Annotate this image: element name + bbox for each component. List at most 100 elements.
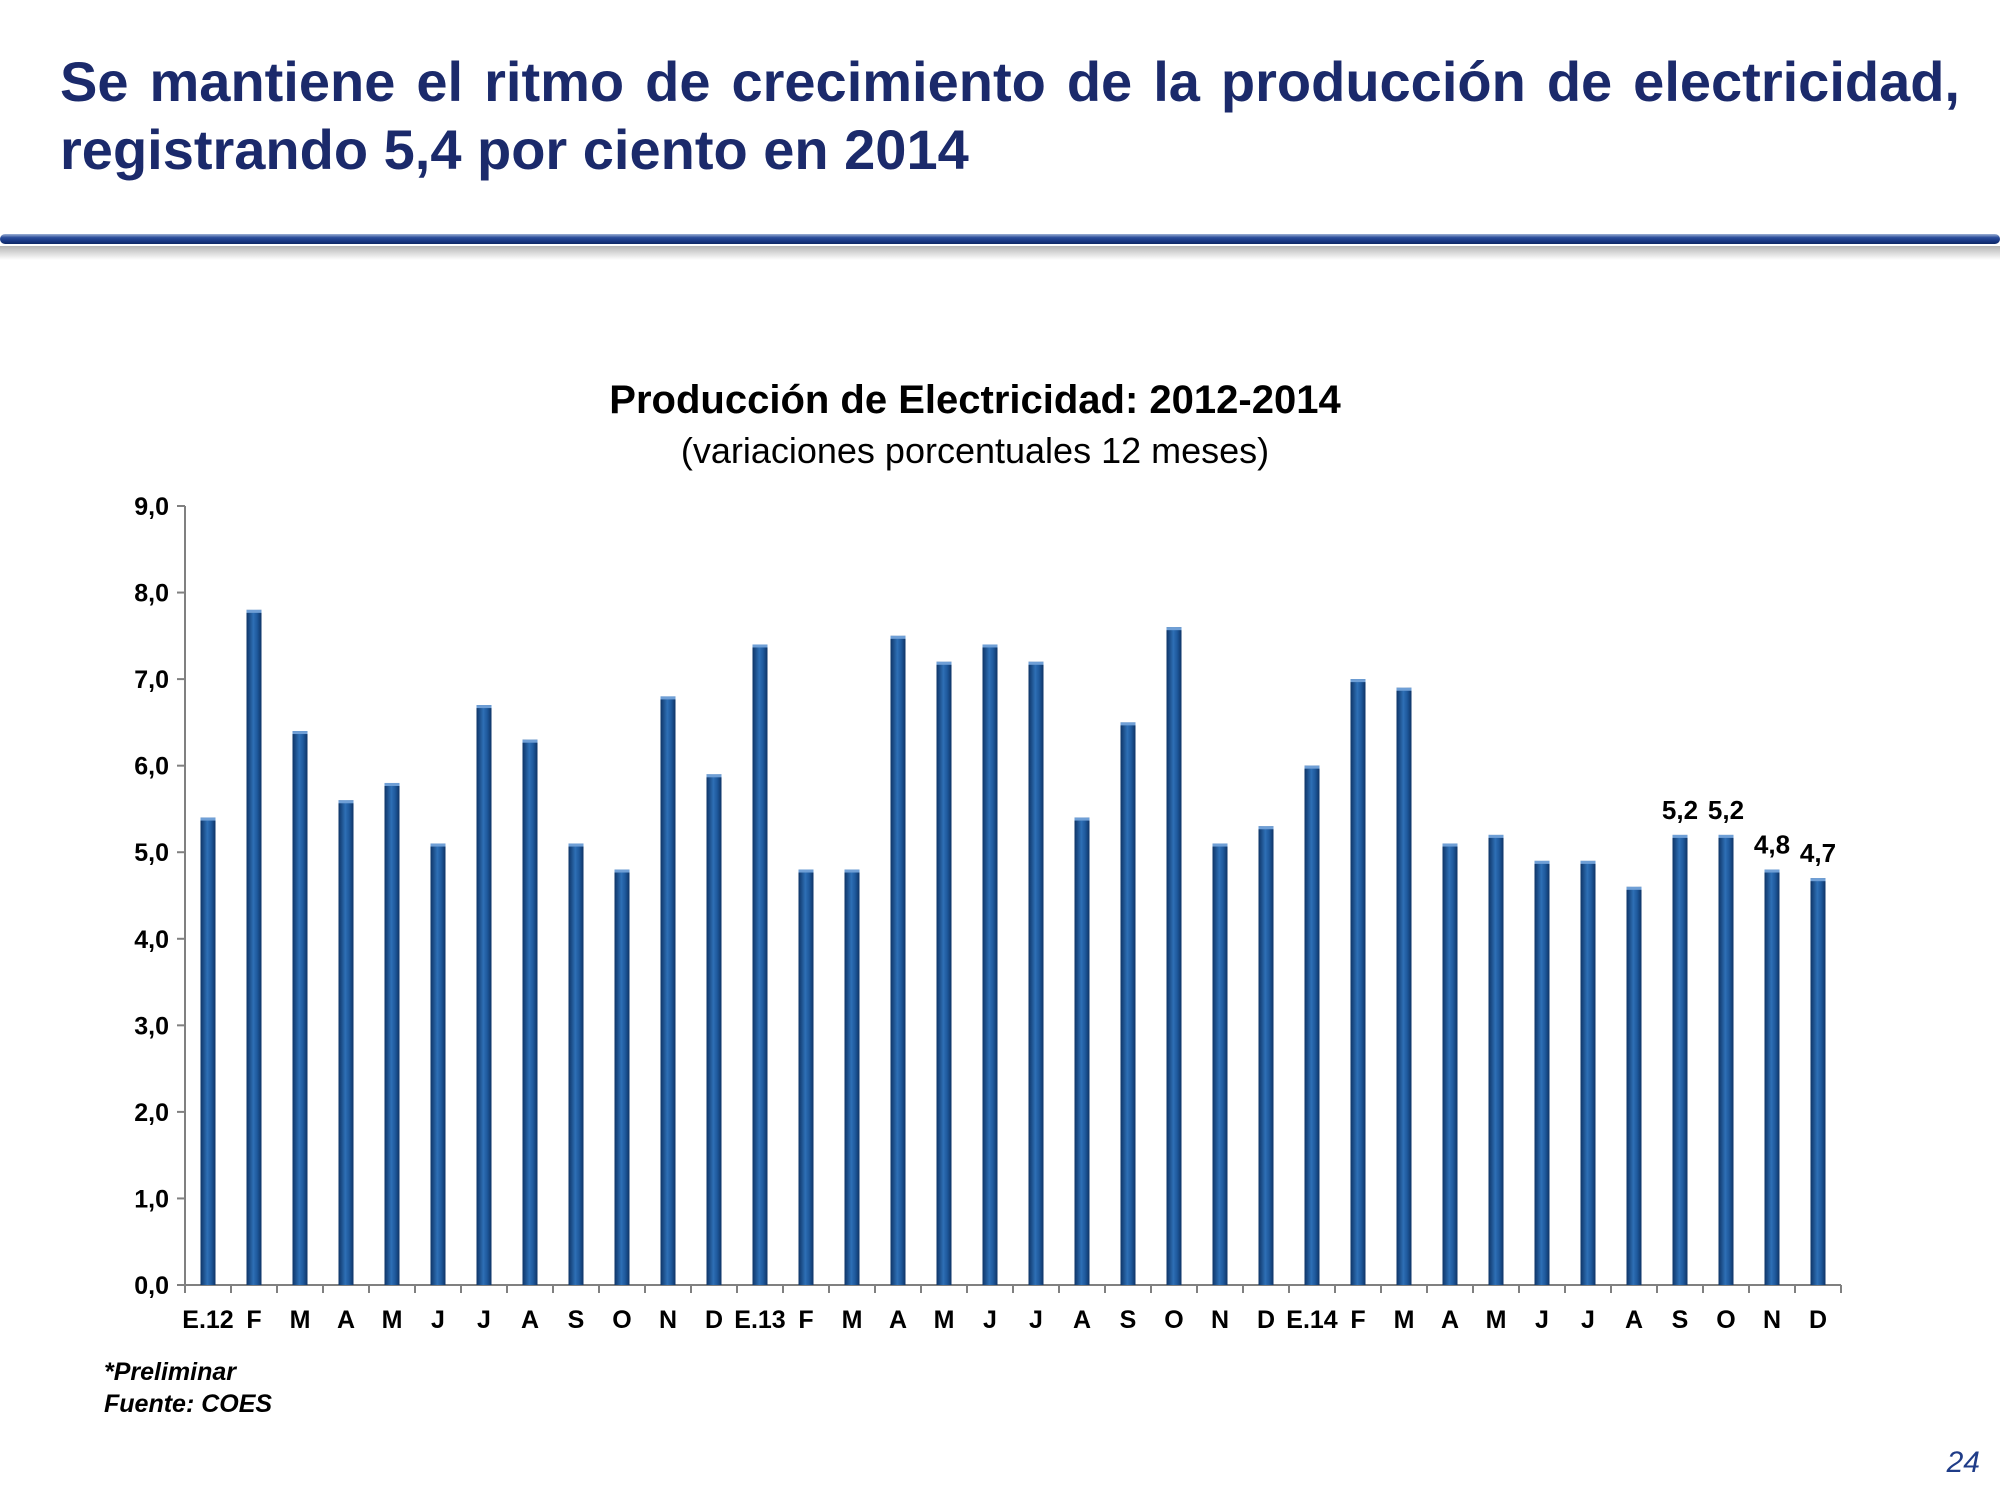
bar [1764,869,1780,1285]
x-tick-label: J [1581,1306,1595,1334]
x-tick-label: F [1350,1306,1365,1334]
bar-cap [568,843,584,847]
bar [614,869,630,1285]
bar-cap [798,869,814,873]
bar-cap [338,800,354,804]
y-tick-label: 1,0 [134,1185,169,1213]
title-divider [0,234,2000,244]
bar-cap [1304,765,1320,769]
bar-cap [1626,886,1642,890]
bar [476,705,492,1285]
bar [384,782,400,1285]
bar [1488,834,1504,1285]
x-tick-label: M [382,1306,403,1334]
bar [1304,765,1320,1285]
bar-cap [430,843,446,847]
chart-axes [177,505,1842,1293]
x-tick-label: E.14 [1286,1306,1338,1334]
bar-cap [476,705,492,709]
x-tick-label: M [842,1306,863,1334]
bar-cap [200,817,216,821]
y-tick-label: 3,0 [134,1012,169,1040]
bar-cap [384,782,400,786]
x-tick-label: M [1394,1306,1415,1334]
y-tick-label: 2,0 [134,1099,169,1127]
y-tick-label: 4,0 [134,926,169,954]
x-tick-label: J [431,1306,445,1334]
bar-cap [706,774,722,778]
bar-cap [660,696,676,700]
bar [982,644,998,1285]
x-tick-label: S [1672,1306,1689,1334]
bar-cap [1350,679,1366,683]
bar-cap [936,661,952,665]
y-tick-label: 0,0 [134,1272,169,1300]
data-label: 5,2 [1662,795,1698,825]
bar-cap [1120,722,1136,726]
preliminary-note: *Preliminar [104,1358,237,1386]
x-tick-label: A [337,1306,355,1334]
x-tick-label: N [659,1306,677,1334]
x-tick-label: A [889,1306,907,1334]
bar [752,644,768,1285]
bar-cap [982,644,998,648]
bar-cap [1166,627,1182,631]
bar [1396,687,1412,1285]
page-number: 24 [1946,1446,1980,1479]
bar-cap [1488,834,1504,838]
bar-cap [844,869,860,873]
x-tick-label: A [1441,1306,1459,1334]
bar [1350,679,1366,1285]
bar-cap [1442,843,1458,847]
bar [1074,817,1090,1285]
x-tick-label: S [568,1306,585,1334]
x-tick-label: M [1486,1306,1507,1334]
data-label: 4,8 [1754,830,1790,860]
bar-cap [292,731,308,735]
bar [338,800,354,1285]
bar-cap [614,869,630,873]
bar-cap [1028,661,1044,665]
bar-cap [1258,826,1274,830]
x-tick-label: D [705,1306,723,1334]
x-tick-label: J [983,1306,997,1334]
title-divider-shadow [0,246,2000,260]
y-tick-label: 8,0 [134,580,169,608]
x-tick-label: J [1029,1306,1043,1334]
x-tick-label: F [798,1306,813,1334]
bar [890,635,906,1285]
bar-cap [1396,687,1412,691]
bar [798,869,814,1285]
x-tick-label: O [1716,1306,1735,1334]
bar [1166,627,1182,1285]
x-tick-label: J [477,1306,491,1334]
y-tick-label: 7,0 [134,666,169,694]
x-tick-label: A [1073,1306,1091,1334]
bar [1580,860,1596,1285]
bar [522,739,538,1285]
bar [1212,843,1228,1285]
bar-cap [1534,860,1550,864]
bar-cap [1764,869,1780,873]
bar-cap [522,739,538,743]
bar [1626,886,1642,1285]
x-tick-label: N [1211,1306,1229,1334]
bar [568,843,584,1285]
x-tick-label: E.13 [734,1306,785,1334]
chart-bars [200,609,1826,1285]
chart-subtitle: (variaciones porcentuales 12 meses) [680,430,1270,471]
x-tick-label: F [246,1306,261,1334]
bar [706,774,722,1285]
bar [1718,834,1734,1285]
bar [1028,661,1044,1285]
bar [936,661,952,1285]
slide-title: Se mantiene el ritmo de crecimiento de l… [60,50,1960,181]
bar [660,696,676,1285]
bar-cap [1212,843,1228,847]
data-label: 4,7 [1800,838,1836,868]
bar [246,609,262,1285]
bar [1258,826,1274,1285]
bar [200,817,216,1285]
bar-cap [1074,817,1090,821]
